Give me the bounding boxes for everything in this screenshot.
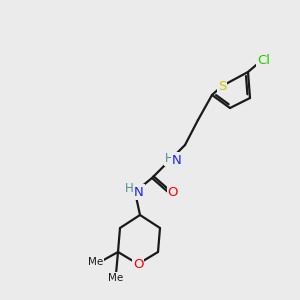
Text: N: N bbox=[172, 154, 182, 166]
Text: Me: Me bbox=[108, 273, 124, 283]
Text: N: N bbox=[134, 185, 144, 199]
Text: Me: Me bbox=[88, 257, 104, 267]
Text: Cl: Cl bbox=[257, 53, 271, 67]
Text: O: O bbox=[168, 185, 178, 199]
Text: S: S bbox=[218, 80, 226, 92]
Text: H: H bbox=[165, 152, 173, 166]
Text: O: O bbox=[133, 257, 143, 271]
Text: H: H bbox=[124, 182, 134, 196]
